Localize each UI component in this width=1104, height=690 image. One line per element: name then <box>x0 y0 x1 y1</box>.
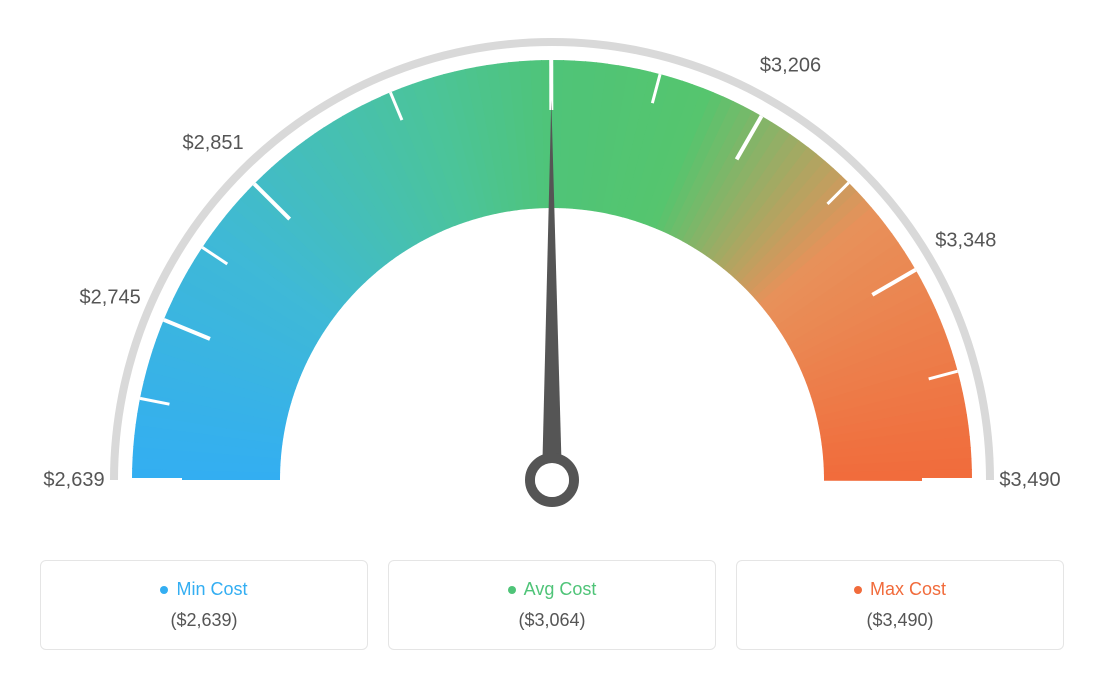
tick-label: $3,490 <box>999 469 1060 491</box>
legend-value-avg: ($3,064) <box>401 610 703 631</box>
gauge-svg: $2,639$2,745$2,851$3,064$3,206$3,348$3,4… <box>20 20 1084 540</box>
legend-title-min: Min Cost <box>160 579 247 600</box>
legend-card-avg: Avg Cost ($3,064) <box>388 560 716 650</box>
tick-label: $2,639 <box>43 469 104 491</box>
dot-icon <box>508 586 516 594</box>
legend-row: Min Cost ($2,639) Avg Cost ($3,064) Max … <box>20 560 1084 650</box>
needle-hub-inner <box>535 463 569 497</box>
cost-gauge-chart: $2,639$2,745$2,851$3,064$3,206$3,348$3,4… <box>20 20 1084 650</box>
tick-label: $2,851 <box>182 132 243 154</box>
legend-title-text: Max Cost <box>870 579 946 600</box>
legend-card-min: Min Cost ($2,639) <box>40 560 368 650</box>
dot-icon <box>854 586 862 594</box>
legend-card-max: Max Cost ($3,490) <box>736 560 1064 650</box>
tick-label: $3,206 <box>760 55 821 77</box>
legend-title-text: Avg Cost <box>524 579 597 600</box>
tick-label: $3,348 <box>935 230 996 252</box>
legend-title-text: Min Cost <box>176 579 247 600</box>
legend-title-max: Max Cost <box>854 579 946 600</box>
dot-icon <box>160 586 168 594</box>
legend-value-min: ($2,639) <box>53 610 355 631</box>
legend-value-max: ($3,490) <box>749 610 1051 631</box>
legend-title-avg: Avg Cost <box>508 579 597 600</box>
tick-label: $2,745 <box>80 287 141 309</box>
